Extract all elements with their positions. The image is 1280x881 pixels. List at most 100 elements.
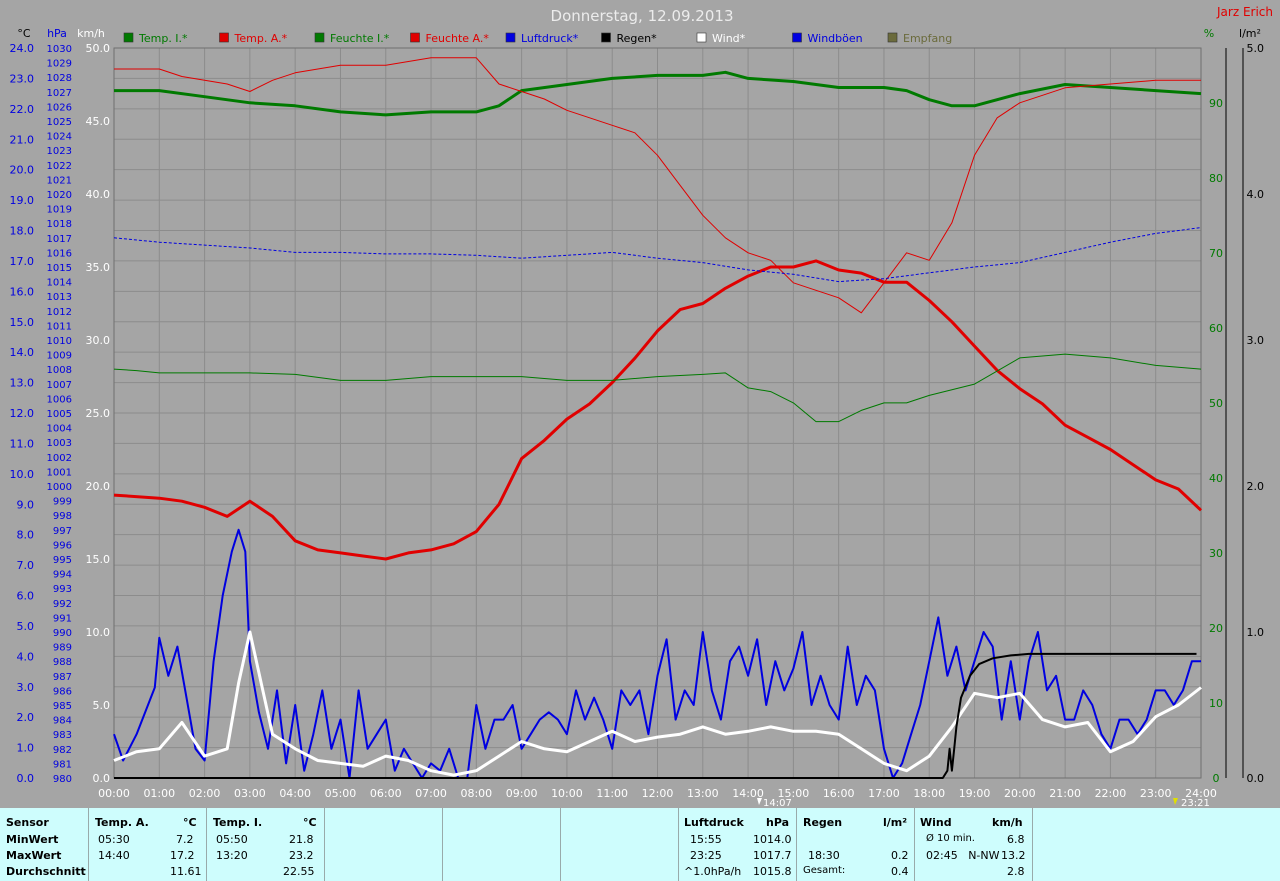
legend-label: Feuchte A.*: [426, 32, 490, 45]
pressure-tick-label: 988: [53, 657, 72, 668]
pressure-tick-label: 987: [53, 672, 72, 683]
wind-avg-label: Ø 10 min.: [926, 833, 975, 844]
separator: [88, 808, 89, 881]
x-tick-label: 01:00: [143, 787, 175, 800]
wind-max: 13.2: [1001, 849, 1026, 862]
legend-label: Temp. I.*: [138, 32, 188, 45]
rain-header: Regen: [803, 816, 843, 829]
pressure-tick-label: 1009: [47, 351, 72, 362]
x-tick-label: 24:00: [1185, 787, 1217, 800]
temp-tick-label: 18.0: [10, 225, 35, 238]
temp-in-min-time: 05:50: [216, 833, 248, 846]
rain-tick-label: 4.0: [1247, 188, 1265, 201]
temp-tick-label: 12.0: [10, 407, 35, 420]
legend-label: Feuchte I.*: [330, 32, 390, 45]
pressure-tick-label: 983: [53, 730, 72, 741]
x-tick-label: 11:00: [596, 787, 628, 800]
pressure-tick-label: 1020: [47, 190, 72, 201]
pressure-unit-label: hPa: [47, 27, 67, 40]
pressure-min: 1014.0: [753, 833, 792, 846]
temp-tick-label: 19.0: [10, 194, 35, 207]
rain-tick-label: 5.0: [1247, 42, 1265, 55]
x-tick-label: 20:00: [1004, 787, 1036, 800]
pressure-tick-label: 1026: [47, 102, 72, 113]
pressure-tick-label: 1012: [47, 307, 72, 318]
temp-tick-label: 10.0: [10, 468, 35, 481]
series-line: [113, 259, 1203, 561]
pressure-tick-label: 1000: [47, 482, 72, 493]
marker-label-1: 14:07: [763, 798, 792, 808]
pressure-tick-label: 1001: [47, 467, 72, 478]
pressure-tick-label: 1025: [47, 117, 72, 128]
separator: [560, 808, 561, 881]
hum-tick-label: 50: [1209, 397, 1223, 410]
temp-tick-label: 6.0: [17, 590, 35, 603]
legend: Temp. I.* Temp. A.* Feuchte I.* Feuchte A.*…: [123, 32, 952, 45]
pressure-tick-label: 1008: [47, 365, 72, 376]
pressure-tick-label: 1022: [47, 161, 72, 172]
pressure-tick-label: 1005: [47, 409, 72, 420]
pressure-tick-label: 1002: [47, 453, 72, 464]
temp-in-max: 23.2: [289, 849, 314, 862]
pressure-tick-label: 1015: [47, 263, 72, 274]
pressure-tick-label: 981: [53, 759, 72, 770]
pressure-tick-label: 996: [53, 540, 72, 551]
pressure-tick-label: 1017: [47, 234, 72, 245]
legend-label: Empfang: [903, 32, 952, 45]
x-tick-label: 09:00: [506, 787, 538, 800]
temp-tick-label: 2.0: [17, 711, 35, 724]
wind-tick-label: 0.0: [93, 772, 111, 785]
x-tick-label: 02:00: [189, 787, 221, 800]
wind-tick-label: 5.0: [93, 699, 111, 712]
x-tick-label: 22:00: [1095, 787, 1127, 800]
x-tick-label: 14:00: [732, 787, 764, 800]
wind-unit: km/h: [992, 816, 1023, 829]
pressure-tick-label: 990: [53, 628, 72, 639]
pressure-tick-label: 1024: [47, 132, 72, 143]
temp-tick-label: 13.0: [10, 377, 35, 390]
temp-tick-label: 3.0: [17, 681, 35, 694]
pressure-tick-label: 994: [53, 570, 72, 581]
separator: [678, 808, 679, 881]
hum-unit-label: %: [1204, 27, 1214, 40]
legend-swatch: [219, 32, 229, 43]
sensor-header: Sensor: [6, 816, 49, 829]
legend-swatch: [314, 32, 325, 43]
pressure-trend: ^1.0hPa/h: [684, 865, 742, 878]
wind-tick-label: 40.0: [86, 188, 111, 201]
legend-label: Temp. A.*: [234, 32, 288, 45]
temp-tick-label: 22.0: [10, 103, 35, 116]
temp-tick-label: 24.0: [10, 42, 35, 55]
x-tick-label: 07:00: [415, 787, 447, 800]
rain-max: 0.2: [891, 849, 909, 862]
separator: [914, 808, 915, 881]
markers: 14:07 23:21: [757, 798, 1210, 808]
temp-out-avg: 11.61: [170, 865, 202, 878]
wind-tick-label: 10.0: [86, 626, 111, 639]
station-name: Jarz Erich: [1216, 5, 1273, 19]
pressure-header: Luftdruck: [684, 816, 744, 829]
pressure-tick-label: 1006: [47, 394, 72, 405]
pressure-tick-label: 1016: [47, 248, 72, 259]
pressure-tick-label: 999: [53, 497, 72, 508]
temp-tick-label: 11.0: [10, 437, 35, 450]
rain-tick-label: 3.0: [1247, 334, 1265, 347]
rain-total-label: Gesamt:: [803, 865, 846, 876]
pressure-tick-label: 1011: [47, 321, 72, 332]
x-tick-label: 06:00: [370, 787, 402, 800]
separator: [1032, 808, 1033, 881]
series-line: [114, 652, 1197, 779]
weather-chart: Donnerstag, 12.09.2013 Jarz Erich Temp. …: [9, 5, 1273, 808]
pressure-tick-label: 1030: [47, 44, 72, 55]
wind-tick-label: 30.0: [86, 334, 111, 347]
pressure-tick-label: 993: [53, 584, 72, 595]
temp-tick-label: 0.0: [17, 772, 35, 785]
wind-header: Wind: [920, 816, 952, 829]
pressure-min-time: 15:55: [690, 833, 722, 846]
temp-tick-label: 14.0: [10, 346, 35, 359]
series-line: [114, 57, 1201, 314]
wind-tick-label: 20.0: [86, 480, 111, 493]
rain-tick-label: 0.0: [1247, 772, 1265, 785]
x-tick-label: 03:00: [234, 787, 266, 800]
rain-tick-label: 2.0: [1247, 480, 1265, 493]
